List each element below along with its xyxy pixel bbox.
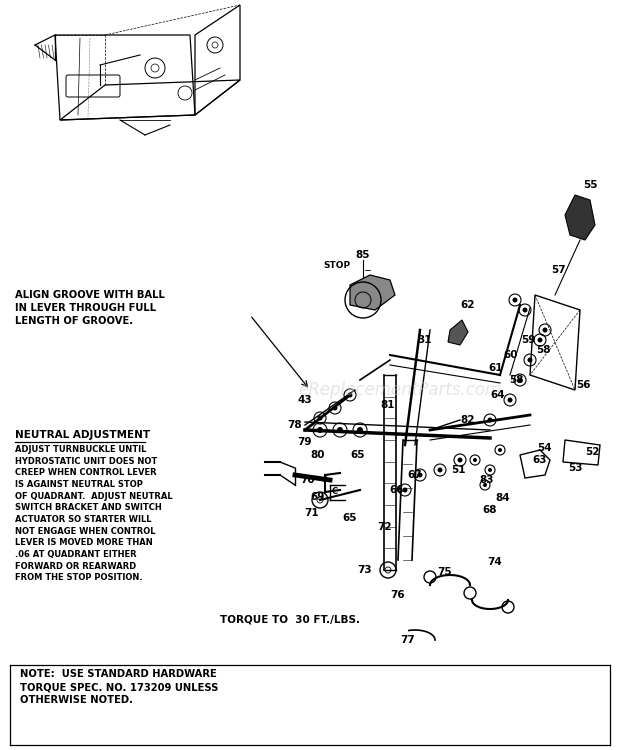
Circle shape bbox=[518, 377, 523, 382]
Circle shape bbox=[417, 472, 422, 478]
Circle shape bbox=[542, 328, 547, 332]
Text: 59: 59 bbox=[521, 335, 535, 345]
Text: 78: 78 bbox=[288, 420, 303, 430]
Text: NEUTRAL ADJUSTMENT: NEUTRAL ADJUSTMENT bbox=[15, 430, 150, 440]
Circle shape bbox=[317, 427, 323, 433]
Text: 76: 76 bbox=[391, 590, 405, 600]
Polygon shape bbox=[350, 275, 395, 310]
Text: 31: 31 bbox=[418, 335, 432, 345]
Text: 64: 64 bbox=[490, 390, 505, 400]
Circle shape bbox=[487, 418, 492, 422]
Text: 60: 60 bbox=[503, 350, 518, 360]
Text: 57: 57 bbox=[551, 265, 565, 275]
Text: 56: 56 bbox=[576, 380, 590, 390]
Circle shape bbox=[513, 298, 518, 302]
Circle shape bbox=[538, 338, 542, 343]
Text: 83: 83 bbox=[480, 475, 494, 485]
Text: 75: 75 bbox=[438, 567, 453, 577]
Text: 65: 65 bbox=[343, 513, 357, 523]
Circle shape bbox=[357, 427, 363, 433]
Circle shape bbox=[498, 448, 502, 452]
Text: 74: 74 bbox=[487, 557, 502, 567]
Circle shape bbox=[317, 416, 322, 421]
Text: 66: 66 bbox=[390, 485, 404, 495]
Circle shape bbox=[337, 427, 343, 433]
Circle shape bbox=[458, 458, 463, 463]
Text: eReplacementParts.com: eReplacementParts.com bbox=[298, 381, 502, 399]
Text: 53: 53 bbox=[568, 463, 582, 473]
Text: 55: 55 bbox=[583, 180, 597, 190]
Text: 81: 81 bbox=[381, 400, 396, 410]
Text: 61: 61 bbox=[489, 363, 503, 373]
Text: 85: 85 bbox=[356, 250, 370, 260]
Circle shape bbox=[523, 308, 528, 313]
Text: 72: 72 bbox=[378, 522, 392, 532]
Text: A: A bbox=[324, 476, 329, 484]
Text: NOTE:  USE STANDARD HARDWARE
TORQUE SPEC. NO. 173209 UNLESS
OTHERWISE NOTED.: NOTE: USE STANDARD HARDWARE TORQUE SPEC.… bbox=[20, 669, 218, 705]
Text: C: C bbox=[332, 488, 338, 496]
Text: 54: 54 bbox=[538, 443, 552, 453]
Text: 58: 58 bbox=[536, 345, 551, 355]
Polygon shape bbox=[565, 195, 595, 240]
Text: 84: 84 bbox=[495, 493, 510, 503]
Circle shape bbox=[483, 483, 487, 487]
Circle shape bbox=[508, 398, 513, 403]
Circle shape bbox=[332, 406, 337, 410]
Text: 58: 58 bbox=[509, 375, 523, 385]
Circle shape bbox=[438, 467, 443, 472]
Text: 52: 52 bbox=[585, 447, 600, 457]
Circle shape bbox=[488, 468, 492, 472]
Text: 73: 73 bbox=[358, 565, 373, 575]
Text: ALIGN GROOVE WITH BALL
IN LEVER THROUGH FULL
LENGTH OF GROOVE.: ALIGN GROOVE WITH BALL IN LEVER THROUGH … bbox=[15, 290, 165, 326]
Text: 69: 69 bbox=[311, 492, 325, 502]
Text: 62: 62 bbox=[461, 300, 476, 310]
Text: 51: 51 bbox=[451, 465, 465, 475]
Text: 63: 63 bbox=[533, 455, 547, 465]
Text: 71: 71 bbox=[304, 508, 319, 518]
Text: 77: 77 bbox=[401, 635, 415, 645]
Text: STOP: STOP bbox=[324, 260, 350, 269]
Text: 43: 43 bbox=[298, 395, 312, 405]
Circle shape bbox=[473, 458, 477, 462]
Circle shape bbox=[528, 358, 533, 362]
Circle shape bbox=[347, 392, 353, 398]
Text: 82: 82 bbox=[461, 415, 476, 425]
Text: 68: 68 bbox=[483, 505, 497, 515]
Text: 80: 80 bbox=[311, 450, 326, 460]
Text: TORQUE TO  30 FT./LBS.: TORQUE TO 30 FT./LBS. bbox=[220, 615, 360, 625]
Polygon shape bbox=[448, 320, 468, 345]
Text: 67: 67 bbox=[408, 470, 422, 480]
Text: 70: 70 bbox=[301, 475, 316, 485]
Text: ADJUST TURNBUCKLE UNTIL
HYDROSTATIC UNIT DOES NOT
CREEP WHEN CONTROL LEVER
IS AG: ADJUST TURNBUCKLE UNTIL HYDROSTATIC UNIT… bbox=[15, 445, 172, 582]
Text: 65: 65 bbox=[351, 450, 365, 460]
Text: 79: 79 bbox=[298, 437, 312, 447]
Circle shape bbox=[402, 488, 407, 493]
